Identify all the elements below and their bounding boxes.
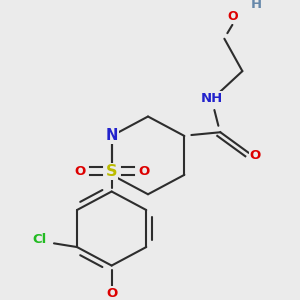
- Text: O: O: [74, 165, 85, 178]
- Text: S: S: [106, 164, 117, 178]
- Text: NH: NH: [201, 92, 224, 105]
- Text: N: N: [105, 128, 118, 143]
- Text: O: O: [227, 10, 238, 23]
- Text: O: O: [106, 287, 117, 300]
- Text: H: H: [251, 0, 262, 11]
- Text: O: O: [138, 165, 149, 178]
- Text: O: O: [250, 149, 261, 162]
- Text: Cl: Cl: [33, 233, 47, 246]
